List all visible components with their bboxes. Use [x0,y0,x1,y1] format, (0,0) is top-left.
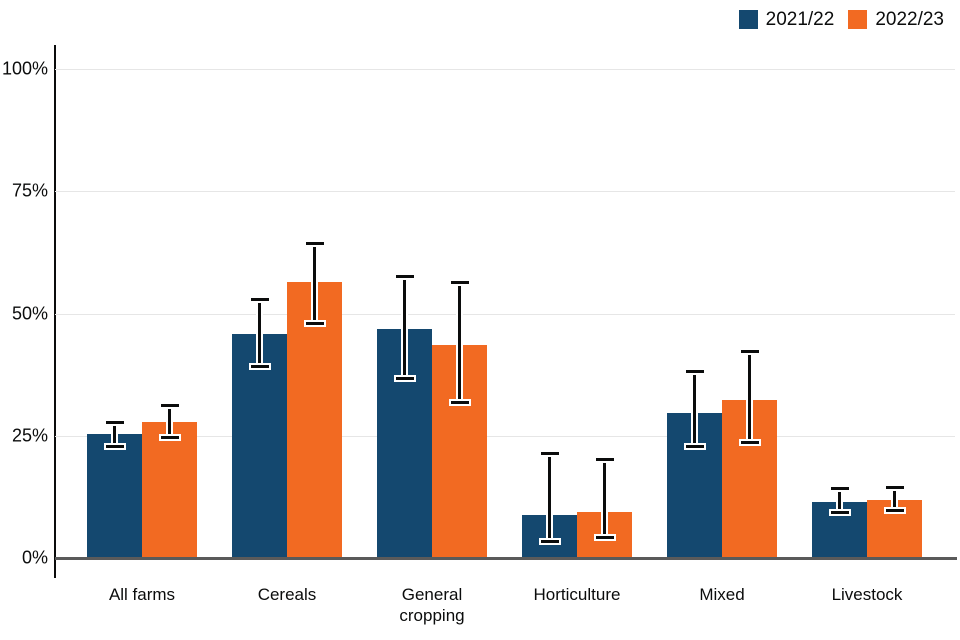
error-bar-2021-22-livestock-top-cap [828,484,851,492]
y-tick-label-100: 100% [1,58,48,79]
error-bar-2022-23-mixed-stem [746,351,753,443]
legend-item-2021-22: 2021/22 [738,9,835,30]
y-tick-label-0: 0% [21,547,48,568]
chart-legend: 2021/22 2022/23 [738,9,944,30]
error-bar-2022-23-cereals-bottom-cap [303,320,326,328]
error-bar-2021-22-general-cropping-bottom-cap [393,374,416,382]
x-axis-label-general-cropping: General cropping [399,585,465,625]
bar-2021-22-cereals [232,334,287,558]
error-bar-2021-22-all-farms-stem [111,422,118,447]
error-bar-2021-22-horticulture-stem [546,453,553,542]
error-bar-2021-22-general-cropping-stem [401,276,408,379]
error-bar-2022-23-all-farms-stem [166,405,173,438]
x-axis-label-livestock: Livestock [831,585,903,604]
error-bar-2022-23-livestock-bottom-cap [883,506,906,514]
error-bar-2021-22-general-cropping-top-cap [393,273,416,281]
error-bar-2022-23-general-cropping-bottom-cap [448,399,471,407]
error-bar-2021-22-livestock-bottom-cap [828,508,851,516]
error-bar-2021-22-horticulture-bottom-cap [538,538,561,546]
gridline-25 [55,435,955,437]
bar-2021-22-all-farms [87,433,142,558]
gridline-50 [55,313,955,315]
gridline-75 [55,191,955,193]
error-bar-2021-22-livestock-stem [836,488,843,513]
error-bar-2021-22-all-farms-top-cap [103,418,126,426]
error-bar-2022-23-livestock-top-cap [883,483,906,491]
legend-label-2021-22: 2021/22 [765,9,835,30]
error-bar-2022-23-horticulture-stem [601,459,608,538]
error-bar-2022-23-horticulture-bottom-cap [593,534,616,542]
x-axis-zero-line [55,557,957,560]
error-bar-2022-23-all-farms-top-cap [158,402,181,410]
error-bar-2021-22-mixed-bottom-cap [683,443,706,451]
error-bar-2021-22-mixed-stem [691,371,698,447]
error-bar-2022-23-livestock-stem [891,487,898,511]
error-bar-2022-23-horticulture-top-cap [593,455,616,463]
bar-2022-23-cereals [287,282,342,558]
legend-swatch-2021-22-icon [738,10,758,29]
y-axis-line [54,45,56,578]
error-bar-2021-22-cereals-stem [256,299,263,367]
legend-label-2022-23: 2022/23 [875,9,944,30]
y-tick-label-25: 25% [11,425,48,446]
y-tick-label-50: 50% [11,303,48,323]
x-axis-label-mixed: Mixed [699,585,745,604]
error-bar-2021-22-horticulture-top-cap [538,450,561,458]
error-bar-2021-22-cereals-top-cap [248,296,271,304]
error-bar-2022-23-cereals-stem [311,243,318,324]
gridline-100 [55,69,955,70]
error-bar-2021-22-mixed-top-cap [683,367,706,375]
error-bar-2021-22-all-farms-bottom-cap [103,443,126,451]
x-axis-label-horticulture: Horticulture [533,585,621,604]
x-axis-label-all-farms: All farms [108,585,176,604]
y-tick-label-75: 75% [11,180,48,201]
legend-item-2022-23: 2022/23 [848,10,944,29]
error-bar-2022-23-mixed-top-cap [738,347,761,355]
error-bar-2022-23-cereals-top-cap [303,239,326,247]
error-bar-2022-23-mixed-bottom-cap [738,438,761,446]
x-axis-label-cereals: Cereals [257,585,317,604]
error-bar-2022-23-general-cropping-top-cap [448,278,471,286]
error-bar-2021-22-cereals-bottom-cap [248,363,271,371]
error-bar-2022-23-all-farms-bottom-cap [158,433,181,441]
legend-swatch-2022-23-icon [848,10,868,29]
bar-2022-23-all-farms [142,422,197,558]
error-bar-2022-23-general-cropping-stem [456,282,463,403]
